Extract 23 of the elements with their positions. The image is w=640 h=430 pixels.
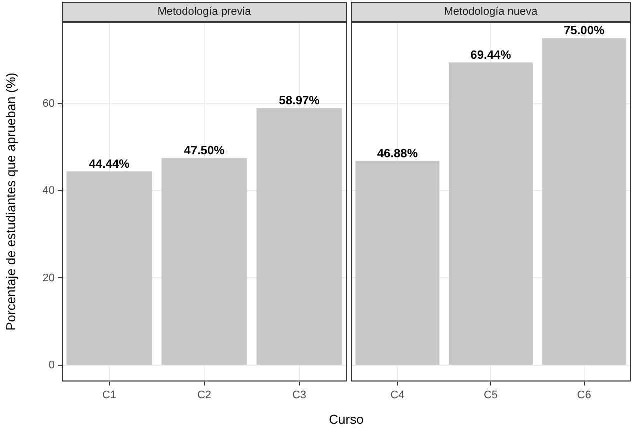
y-tick-label: 40 — [42, 185, 55, 198]
bar — [162, 158, 248, 365]
chart-title: Metodología nueva — [351, 2, 631, 22]
data-label: 58.97% — [279, 94, 320, 108]
x-tick-label: C4 — [390, 389, 405, 402]
data-label: 46.88% — [377, 146, 418, 160]
data-label: 69.44% — [470, 48, 512, 62]
data-label: 44.44% — [89, 156, 130, 171]
y-axis-title: Porcentaje de estudiantes que aprueban (%) — [3, 72, 18, 331]
data-label: 75.00% — [564, 24, 606, 38]
x-tick-label: C1 — [102, 389, 117, 402]
y-tick-label: 20 — [42, 272, 55, 284]
y-tick-label: 60 — [42, 98, 55, 110]
data-label: 47.50% — [184, 144, 226, 158]
bar — [66, 172, 152, 365]
x-tick-label: C2 — [197, 389, 212, 402]
bar — [256, 108, 342, 365]
x-tick-label: C6 — [577, 389, 592, 402]
chart-title: Metodología previa — [62, 2, 347, 22]
x-tick-label: C5 — [484, 389, 498, 402]
x-axis-title: Curso — [328, 412, 365, 427]
y-tick-label: 0 — [48, 359, 55, 372]
x-tick-label: C3 — [292, 389, 307, 402]
